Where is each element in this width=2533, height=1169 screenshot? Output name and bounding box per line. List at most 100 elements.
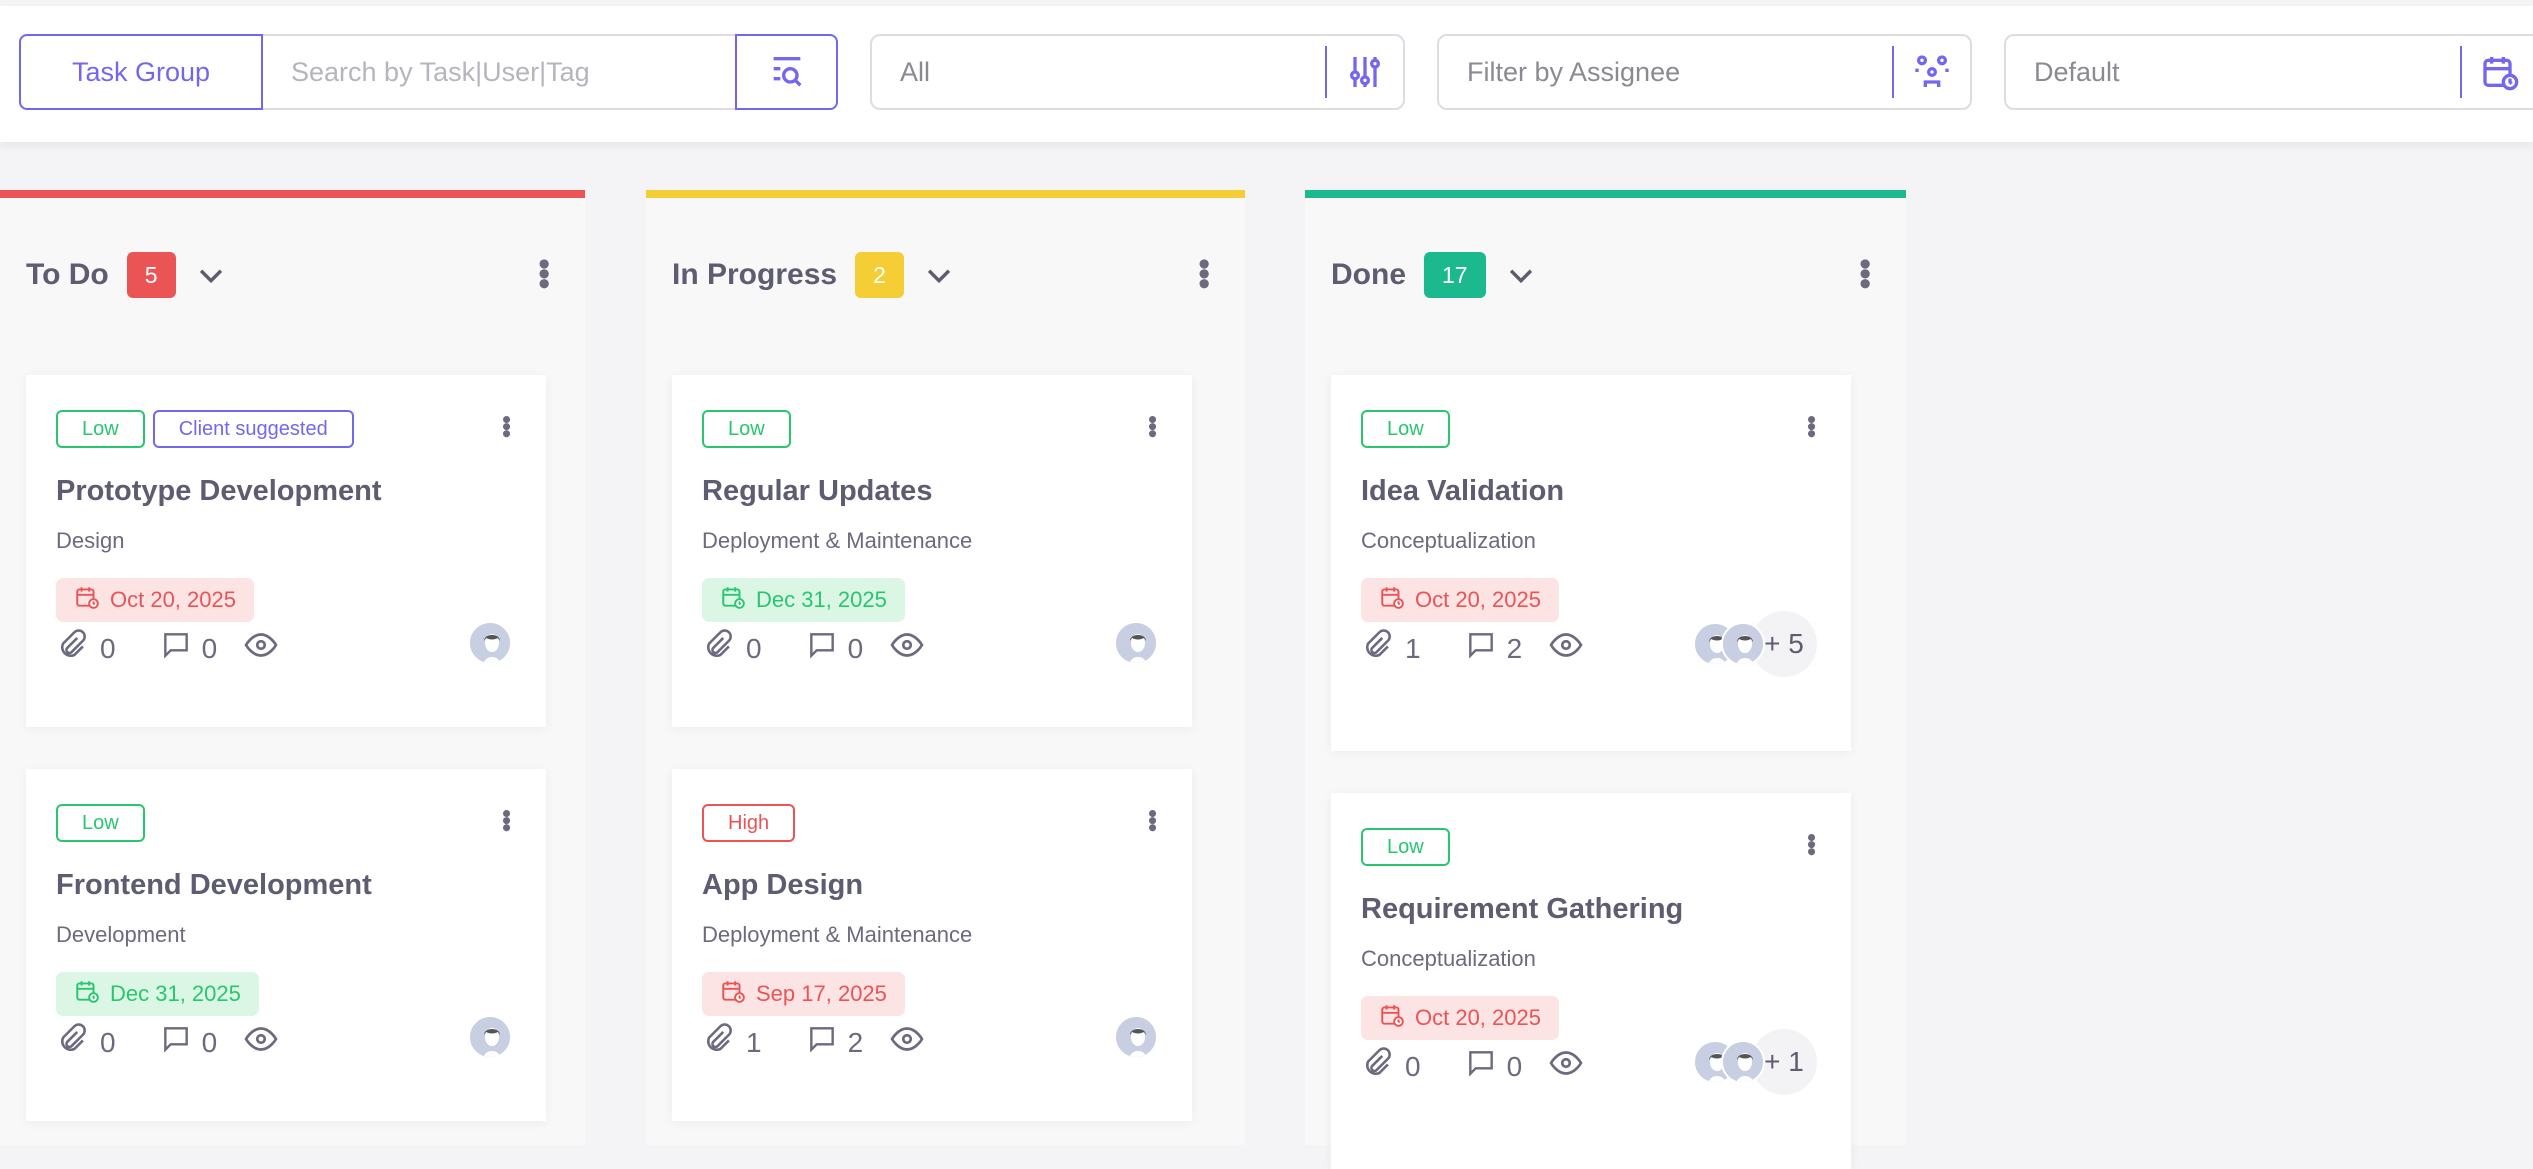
tag: Low <box>702 410 791 448</box>
status-filter-value: All <box>900 56 931 87</box>
toolbar: Task Group Search by Task|User|Tag All F… <box>0 6 2533 142</box>
attachment-icon <box>56 1022 90 1063</box>
attachment-icon <box>702 1022 736 1063</box>
column-in-progress: In Progress 2 ••• Low ••• Regular Update… <box>646 190 1245 1145</box>
tag-list: Low <box>1361 410 1450 448</box>
column-header: In Progress 2 <box>672 252 956 298</box>
calendar-icon <box>74 978 100 1010</box>
due-date: Sep 17, 2025 <box>702 972 905 1016</box>
eye-icon[interactable] <box>1548 627 1584 670</box>
column-menu-icon[interactable]: ••• <box>1846 258 1884 288</box>
attachment-icon <box>1361 628 1395 669</box>
due-date-text: Oct 20, 2025 <box>1415 587 1541 612</box>
due-date-text: Sep 17, 2025 <box>756 981 887 1006</box>
task-title: App Design <box>702 869 864 901</box>
task-card[interactable]: Low Client suggested ••• Prototype Develo… <box>26 375 546 727</box>
card-menu-icon[interactable]: ••• <box>1797 833 1827 855</box>
assignees[interactable] <box>1114 1015 1158 1059</box>
card-meta: 0 0 <box>56 1021 279 1064</box>
avatar <box>468 621 512 665</box>
attachment-count: 0 <box>100 1026 116 1058</box>
eye-icon[interactable] <box>889 627 925 670</box>
due-date: Dec 31, 2025 <box>56 972 259 1016</box>
task-group: Conceptualization <box>1361 946 1536 971</box>
avatar <box>1114 1015 1158 1059</box>
date-filter[interactable]: Default <box>2004 34 2533 110</box>
task-group: Development <box>56 922 186 947</box>
column-to-do: To Do 5 ••• Low Client suggested ••• Prot… <box>0 190 585 1145</box>
due-date: Oct 20, 2025 <box>1361 996 1559 1040</box>
comment-count: 0 <box>847 632 864 664</box>
task-group: Design <box>56 528 125 553</box>
column-menu-icon[interactable]: ••• <box>1185 258 1223 288</box>
card-menu-icon[interactable]: ••• <box>1138 809 1168 831</box>
count-badge: 2 <box>855 252 904 298</box>
card-meta: 1 2 <box>702 1021 925 1064</box>
card-meta: 0 0 <box>702 627 925 670</box>
search-list-icon <box>773 57 802 87</box>
card-menu-icon[interactable]: ••• <box>1797 415 1827 437</box>
task-title: Requirement Gathering <box>1361 893 1684 925</box>
assignees[interactable] <box>468 1015 512 1059</box>
chevron-down-icon[interactable] <box>1504 258 1538 292</box>
comment-icon <box>160 629 192 668</box>
column-menu-icon[interactable]: ••• <box>525 258 563 288</box>
comment-icon <box>806 1023 838 1062</box>
calendar-icon <box>74 584 100 616</box>
status-filter[interactable]: All <box>870 34 1405 110</box>
task-group-button[interactable]: Task Group <box>19 34 263 110</box>
comment-count: 0 <box>201 632 218 664</box>
tag: High <box>702 804 796 842</box>
assignee-filter-placeholder: Filter by Assignee <box>1467 56 1681 87</box>
due-date: Oct 20, 2025 <box>56 578 254 622</box>
avatar <box>468 1015 512 1059</box>
attachment-icon <box>56 628 90 669</box>
eye-icon[interactable] <box>243 627 279 670</box>
task-card[interactable]: Low ••• Frontend Development Development… <box>26 769 546 1121</box>
comment-count: 2 <box>1506 632 1523 664</box>
comment-icon <box>1465 1047 1497 1086</box>
assignees[interactable]: + 5 <box>1693 611 1817 677</box>
task-title: Regular Updates <box>702 475 933 507</box>
column-title: To Do <box>26 258 109 291</box>
task-card[interactable]: High ••• App Design Deployment & Mainten… <box>672 769 1192 1121</box>
attachment-count: 0 <box>1405 1050 1421 1082</box>
comment-icon <box>806 629 838 668</box>
more-assignees[interactable]: + 1 <box>1751 1029 1817 1095</box>
assignees[interactable] <box>1114 621 1158 665</box>
due-date-text: Oct 20, 2025 <box>1415 1005 1541 1030</box>
task-title: Prototype Development <box>56 475 382 507</box>
comment-count: 2 <box>847 1026 864 1058</box>
assignees[interactable]: + 1 <box>1693 1029 1817 1095</box>
task-card[interactable]: Low ••• Regular Updates Deployment & Mai… <box>672 375 1192 727</box>
eye-icon[interactable] <box>243 1021 279 1064</box>
tag: Low <box>1361 828 1450 866</box>
avatar <box>1721 1040 1765 1084</box>
card-menu-icon[interactable]: ••• <box>1138 415 1168 437</box>
eye-icon[interactable] <box>889 1021 925 1064</box>
comment-icon <box>1465 629 1497 668</box>
column-title: In Progress <box>672 258 838 291</box>
eye-icon[interactable] <box>1548 1045 1584 1088</box>
column-title: Done <box>1331 258 1406 291</box>
card-menu-icon[interactable]: ••• <box>492 415 522 437</box>
search-input[interactable]: Search by Task|User|Tag <box>263 34 735 110</box>
assignees[interactable] <box>468 621 512 665</box>
count-badge: 17 <box>1424 252 1486 298</box>
chevron-down-icon[interactable] <box>194 258 228 292</box>
attachment-count: 0 <box>746 632 762 664</box>
card-menu-icon[interactable]: ••• <box>492 809 522 831</box>
attachment-count: 1 <box>1405 632 1421 664</box>
chevron-down-icon[interactable] <box>922 258 956 292</box>
column-header: Done 17 <box>1331 252 1538 298</box>
tag: Low <box>56 804 145 842</box>
task-card[interactable]: Low ••• Idea Validation Conceptualizatio… <box>1331 375 1851 751</box>
search-button[interactable] <box>735 34 838 110</box>
due-date-text: Oct 20, 2025 <box>110 587 236 612</box>
calendar-icon <box>1379 584 1405 616</box>
due-date: Dec 31, 2025 <box>702 578 905 622</box>
assignee-filter[interactable]: Filter by Assignee <box>1437 34 1972 110</box>
task-group: Conceptualization <box>1361 528 1536 553</box>
comment-count: 0 <box>1506 1050 1523 1082</box>
task-card[interactable]: Low ••• Requirement Gathering Conceptual… <box>1331 793 1851 1169</box>
